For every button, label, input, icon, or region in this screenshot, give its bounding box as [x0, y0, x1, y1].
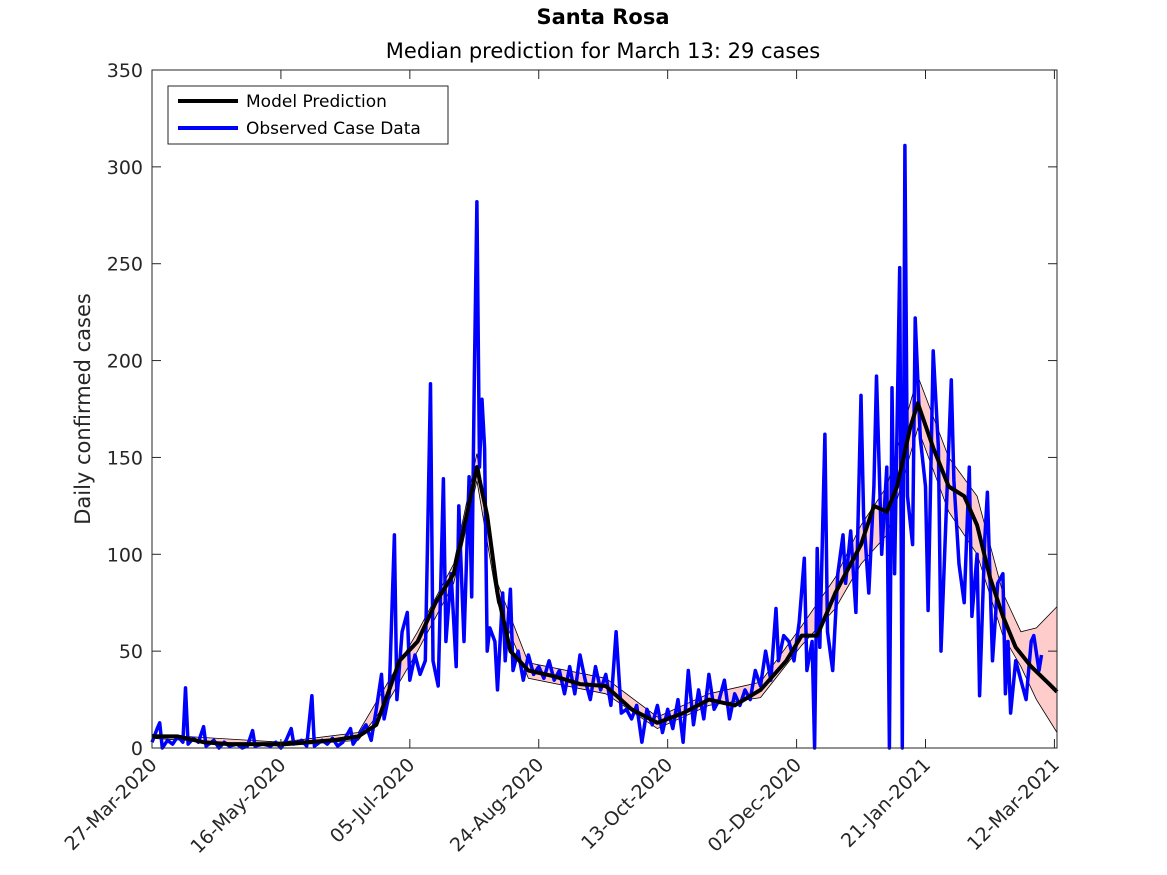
y-tick-label: 50 [119, 641, 143, 663]
x-tick-label: 12-Mar-2021 [963, 754, 1064, 855]
legend-label-observed-case-data: Observed Case Data [246, 119, 421, 139]
plot-area: 0 50 100 150 200 250 300 350 27-Mar-2020 16-May-2… [61, 60, 1064, 858]
plot-border [151, 69, 1058, 749]
y-tick-label: 350 [107, 60, 143, 82]
band-upper-edge [151, 374, 1058, 743]
y-axis-label: Daily confirmed cases [71, 293, 95, 525]
x-tick-label: 21-Jan-2021 [837, 754, 935, 852]
x-tick-label: 02-Dec-2020 [704, 754, 807, 857]
y-tick-label: 200 [107, 351, 143, 373]
x-tick-label: 16-May-2020 [186, 754, 290, 858]
chart-subtitle: Median prediction for March 13: 29 cases [386, 39, 820, 63]
series-line-model-prediction [152, 401, 1059, 747]
legend-box [167, 85, 449, 145]
y-tick-label: 250 [107, 254, 143, 276]
legend: Model Prediction Observed Case Data [167, 85, 449, 145]
x-tick-label: 13-Oct-2020 [577, 754, 677, 854]
series-layer [150, 143, 1059, 750]
y-tick-label: 150 [107, 447, 143, 469]
y-tick-label: 0 [131, 738, 143, 760]
x-tick-label: 05-Jul-2020 [326, 754, 420, 848]
x-tick-label: 24-Aug-2020 [446, 754, 548, 856]
legend-label-model-prediction: Model Prediction [246, 92, 387, 112]
chart-title: Santa Rosa [536, 5, 669, 29]
x-tick-label: 27-Mar-2020 [61, 754, 162, 855]
y-tick-label: 300 [107, 157, 143, 179]
y-tick-label: 100 [107, 544, 143, 566]
